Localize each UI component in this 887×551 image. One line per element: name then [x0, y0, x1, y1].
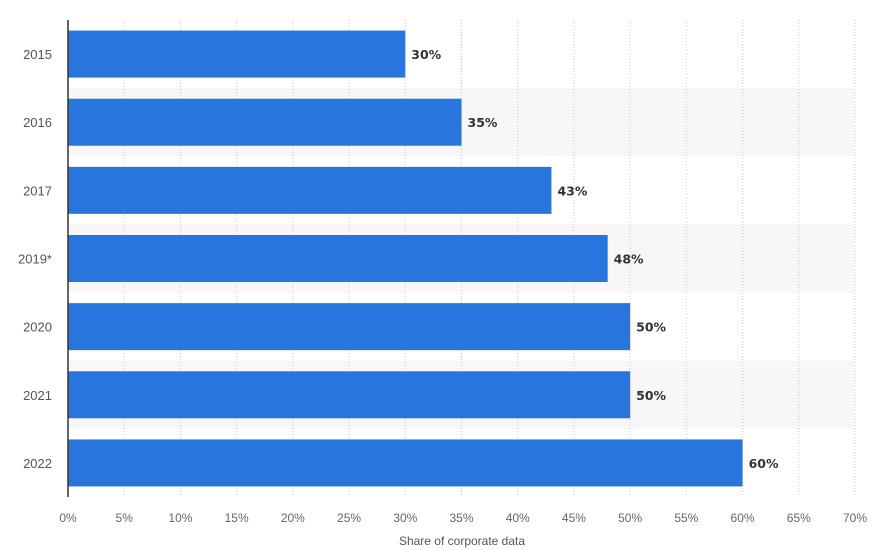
x-tick-label: 25%	[337, 511, 361, 525]
data-label: 35%	[468, 115, 498, 130]
category-label: 2021	[23, 388, 52, 403]
bar	[68, 30, 406, 78]
category-label: 2017	[23, 183, 52, 198]
x-tick-label: 5%	[116, 511, 134, 525]
category-label: 2016	[23, 115, 52, 130]
bar	[68, 371, 631, 419]
bar	[68, 166, 552, 214]
data-labels: 30% 35% 43% 48% 50% 50% 60%	[411, 47, 779, 471]
category-label: 2015	[23, 47, 52, 62]
bar	[68, 98, 462, 146]
x-tick-label: 10%	[168, 511, 192, 525]
category-labels: 2015 2016 2017 2019* 2020 2021 2022	[18, 47, 52, 471]
x-tick-label: 40%	[506, 511, 530, 525]
category-label: 2020	[23, 320, 52, 335]
data-label: 30%	[411, 47, 441, 62]
x-tick-label: 15%	[225, 511, 249, 525]
x-axis-title: Share of corporate data	[399, 534, 525, 548]
data-label: 50%	[636, 320, 666, 335]
data-label: 50%	[636, 388, 666, 403]
x-tick-label: 50%	[618, 511, 642, 525]
bar	[68, 303, 631, 351]
x-tick-label: 60%	[731, 511, 755, 525]
bars	[68, 30, 743, 487]
bar	[68, 235, 608, 282]
x-tick-label: 70%	[843, 511, 867, 525]
bar	[68, 439, 743, 487]
data-label: 48%	[614, 252, 644, 267]
x-axis-ticks: 0% 5% 10% 15% 20% 25% 30% 35% 40% 45% 50% 55% 60% 65%…	[59, 511, 867, 525]
x-tick-label: 65%	[787, 511, 811, 525]
category-label: 2019*	[18, 252, 52, 267]
x-tick-label: 45%	[562, 511, 586, 525]
x-tick-label: 20%	[281, 511, 305, 525]
x-tick-label: 30%	[393, 511, 417, 525]
category-label: 2022	[23, 456, 52, 471]
x-tick-label: 55%	[674, 511, 698, 525]
data-label: 60%	[749, 456, 779, 471]
x-tick-label: 0%	[59, 511, 77, 525]
data-label: 43%	[557, 183, 587, 198]
x-tick-label: 35%	[449, 511, 473, 525]
